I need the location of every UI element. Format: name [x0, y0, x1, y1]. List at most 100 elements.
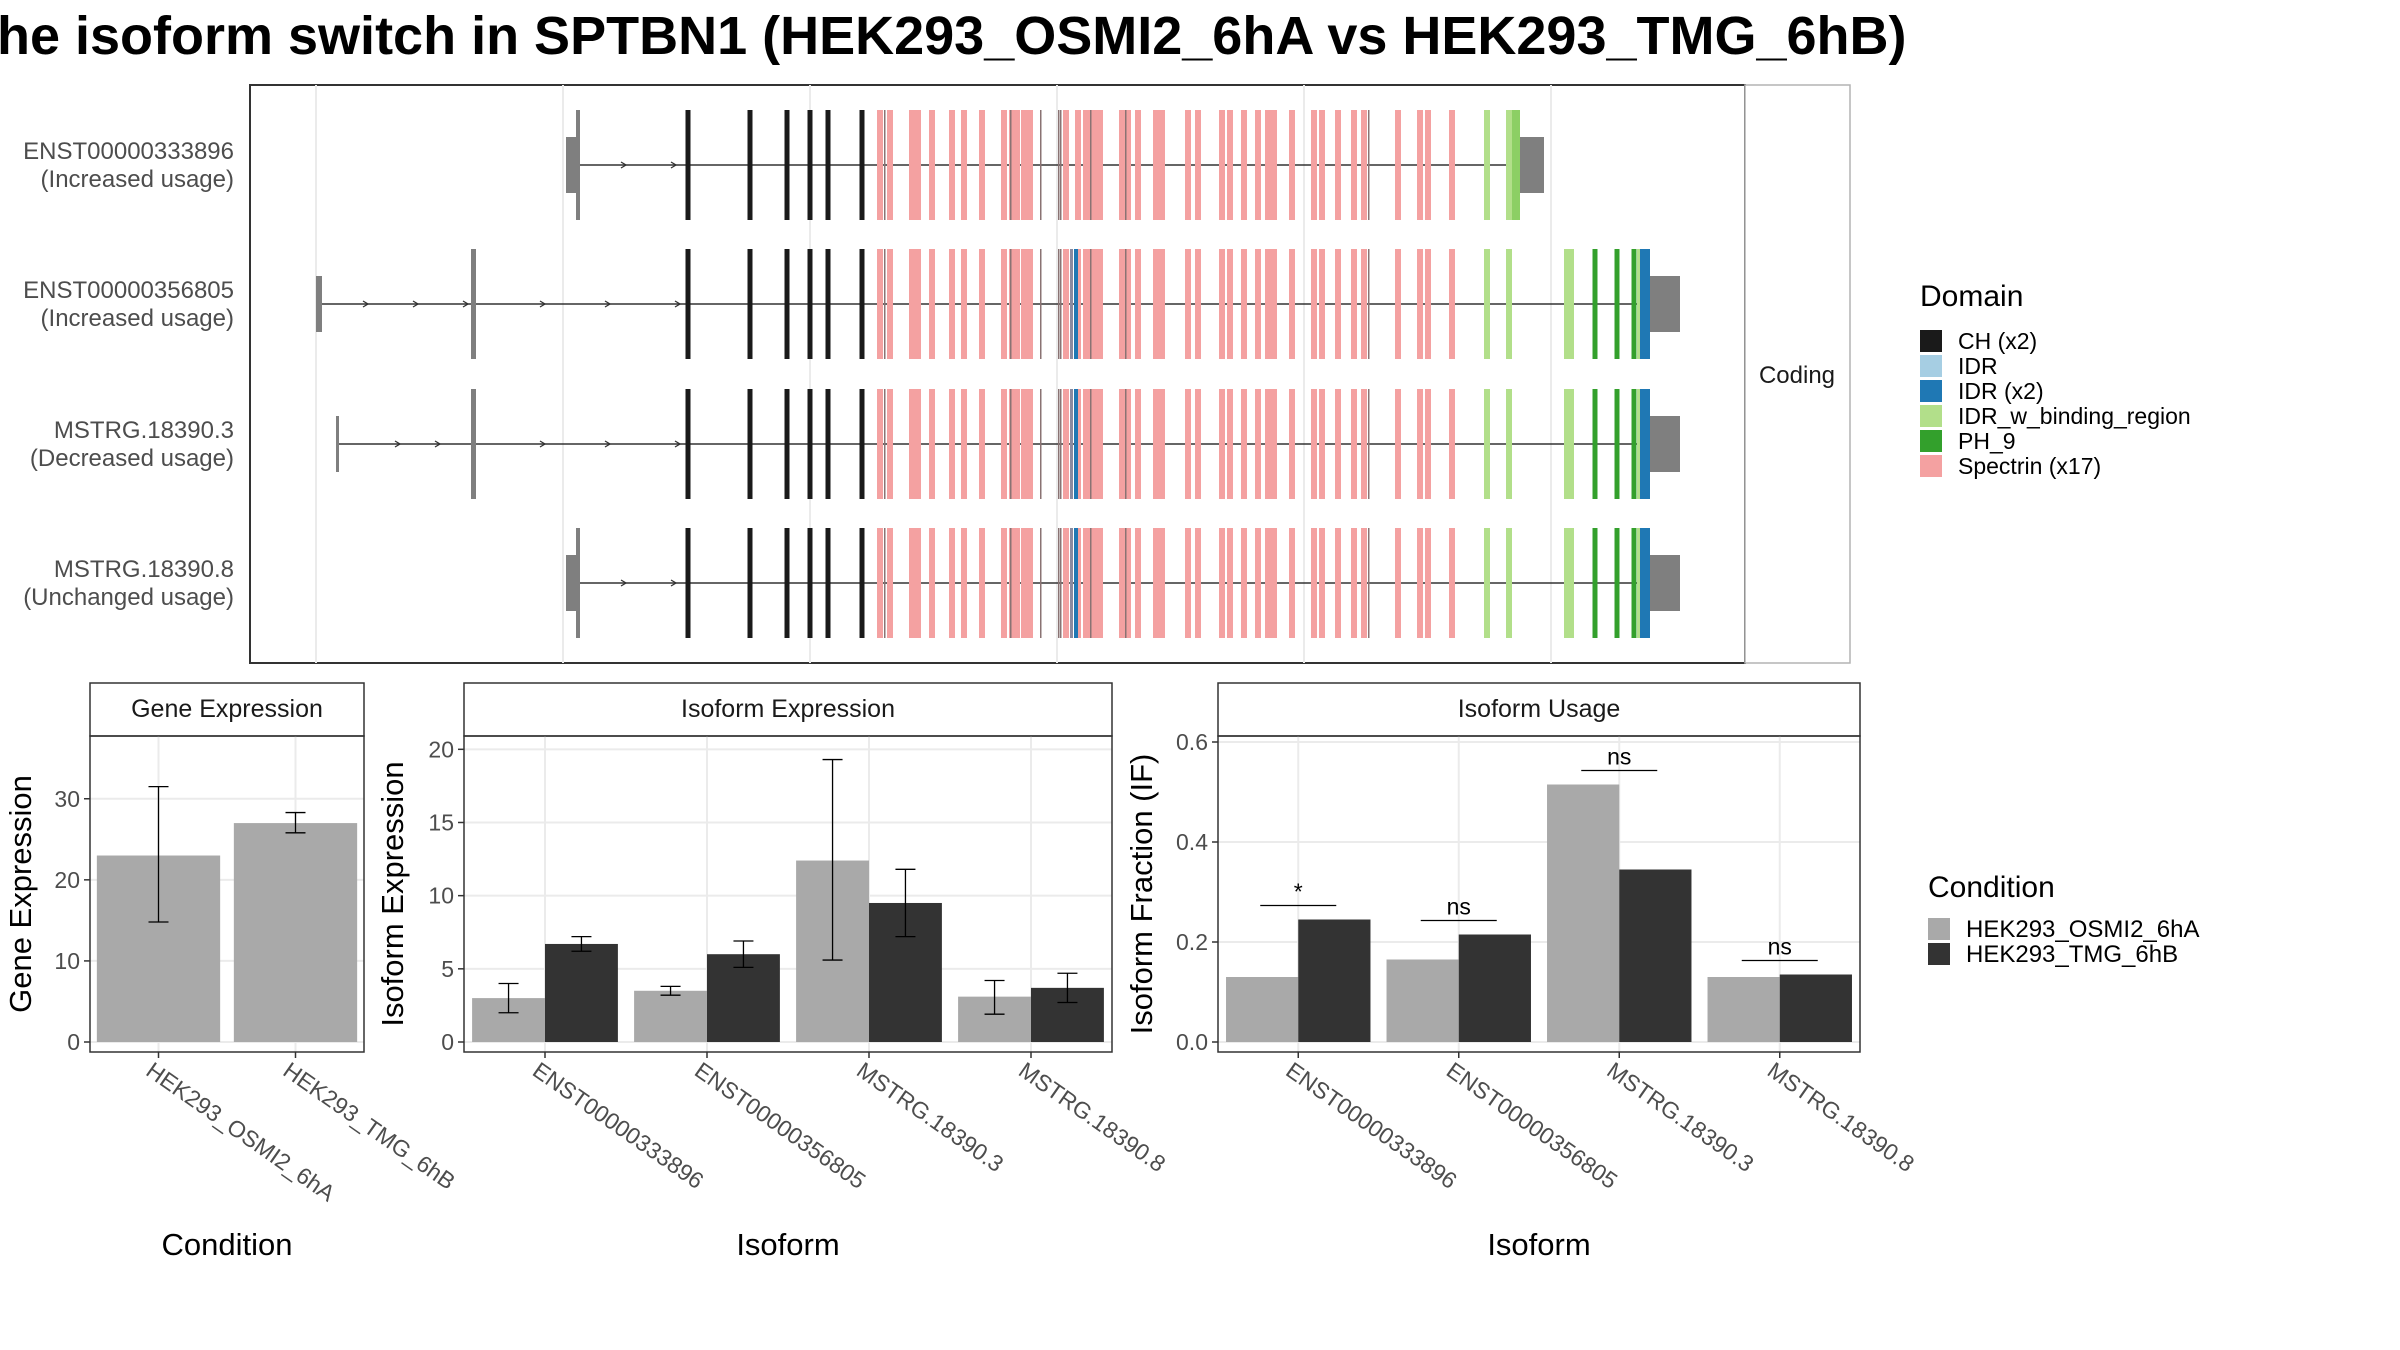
exon-idr-edge: [1070, 389, 1073, 499]
exon-spectrin: [1014, 528, 1020, 638]
exon-spectrin: [1097, 528, 1103, 638]
exon-spectrin: [1425, 249, 1431, 359]
y-tick-label: 10: [54, 948, 80, 974]
intron-arrow: [670, 161, 678, 169]
bar: [1386, 959, 1459, 1042]
exon-spectrin: [979, 249, 985, 359]
domain-legend-key: [1920, 355, 1942, 377]
exon-spectrin: [909, 528, 915, 638]
exon-spectrin: [979, 389, 985, 499]
significance-label: ns: [1768, 934, 1792, 960]
exon-idr-binding: [1512, 110, 1520, 220]
intron-arrow: [670, 579, 678, 587]
exon-boundary: [1125, 389, 1127, 499]
exon-boundary: [1040, 249, 1042, 359]
exon-spectrin: [1241, 110, 1247, 220]
exon-spectrin: [1241, 389, 1247, 499]
exon-spectrin: [1311, 249, 1317, 359]
y-tick-label: 30: [54, 786, 80, 812]
exon-spectrin: [1417, 389, 1423, 499]
exon-boundary: [1090, 389, 1092, 499]
exon-boundary: [1010, 389, 1012, 499]
utr-3prime: [1520, 137, 1544, 193]
exon-idr-binding: [1564, 249, 1574, 359]
exon-boundary: [1125, 249, 1127, 359]
exon-spectrin: [1417, 249, 1423, 359]
exon-spectrin: [1119, 249, 1125, 359]
exon-spectrin: [1185, 528, 1191, 638]
exon-spectrin: [1351, 110, 1357, 220]
exon-spectrin: [1395, 249, 1401, 359]
plot-border: [463, 735, 1113, 1053]
transcript-row: MSTRG.18390.3(Decreased usage): [30, 389, 1680, 499]
exon-boundary: [1058, 110, 1060, 220]
exon-spectrin: [1195, 389, 1201, 499]
exon-boundary: [1125, 110, 1127, 220]
exon-spectrin: [1425, 528, 1431, 638]
exon-boundary: [1040, 110, 1042, 220]
exon-spectrin: [1241, 249, 1247, 359]
exon-spectrin: [961, 110, 967, 220]
exon-spectrin: [1093, 249, 1099, 359]
exon-ph9: [1631, 528, 1637, 638]
exon-spectrin: [1125, 249, 1131, 359]
y-tick-label: 15: [428, 809, 454, 835]
exon-boundary: [1368, 110, 1370, 220]
exon-boundary: [884, 528, 886, 638]
isoform-usage-panel: Isoform Usage * ENST00000333896 ns ENST00000…: [1124, 682, 1919, 1262]
exon-spectrin: [1135, 110, 1141, 220]
exon-spectrin: [929, 249, 935, 359]
domain-legend-label: PH_9: [1958, 428, 2016, 454]
exon-boundary: [884, 389, 886, 499]
exon-spectrin: [1319, 110, 1325, 220]
x-axis-title: Isoform: [736, 1227, 839, 1262]
exon-spectrin: [1014, 249, 1020, 359]
exon-spectrin: [1449, 528, 1455, 638]
y-tick-label: 5: [441, 956, 454, 982]
exon-spectrin: [1119, 389, 1125, 499]
exon-boundary: [1040, 528, 1042, 638]
exon-ch: [859, 389, 865, 499]
exon-spectrin: [1417, 110, 1423, 220]
exon-boundary: [1090, 110, 1092, 220]
exon-spectrin: [1227, 528, 1233, 638]
intron-arrow: [539, 440, 547, 448]
exon-spectrin: [1361, 110, 1367, 220]
exon-spectrin: [1153, 389, 1159, 499]
domain-legend-key: [1920, 455, 1942, 477]
exon-spectrin: [1255, 528, 1261, 638]
exon-start: [471, 389, 476, 499]
utr-5prime: [336, 416, 339, 472]
condition-legend-label: HEK293_TMG_6hB: [1966, 941, 2178, 968]
significance-label: ns: [1607, 744, 1631, 770]
exon-spectrin: [1395, 528, 1401, 638]
exon-spectrin: [877, 249, 883, 359]
significance-label: *: [1294, 879, 1303, 905]
exon-ch: [825, 528, 831, 638]
exon-spectrin: [1119, 110, 1125, 220]
y-tick-label: 0: [67, 1029, 80, 1055]
bar: [1779, 974, 1852, 1042]
condition-legend-key: [1928, 918, 1950, 940]
facet-strip: [1744, 84, 1851, 664]
exon-boundary: [1060, 389, 1062, 499]
intron-arrow: [620, 579, 628, 587]
intron-arrow: [394, 440, 402, 448]
exon-spectrin: [1241, 528, 1247, 638]
panel-title: Gene Expression: [131, 695, 323, 723]
exon-ch: [825, 110, 831, 220]
intron-arrow: [604, 440, 612, 448]
exon-ph9: [1592, 249, 1598, 359]
exon-spectrin: [1125, 110, 1131, 220]
exon-spectrin: [1361, 389, 1367, 499]
exon-spectrin: [1185, 389, 1191, 499]
exon-spectrin: [1009, 110, 1015, 220]
y-tick-label: 0.2: [1176, 929, 1208, 955]
exon-spectrin: [961, 249, 967, 359]
bar: [545, 943, 618, 1042]
intron-arrow: [620, 161, 628, 169]
domain-legend-key: [1920, 405, 1942, 427]
exon-spectrin: [915, 249, 921, 359]
plot-border: [1217, 735, 1861, 1053]
